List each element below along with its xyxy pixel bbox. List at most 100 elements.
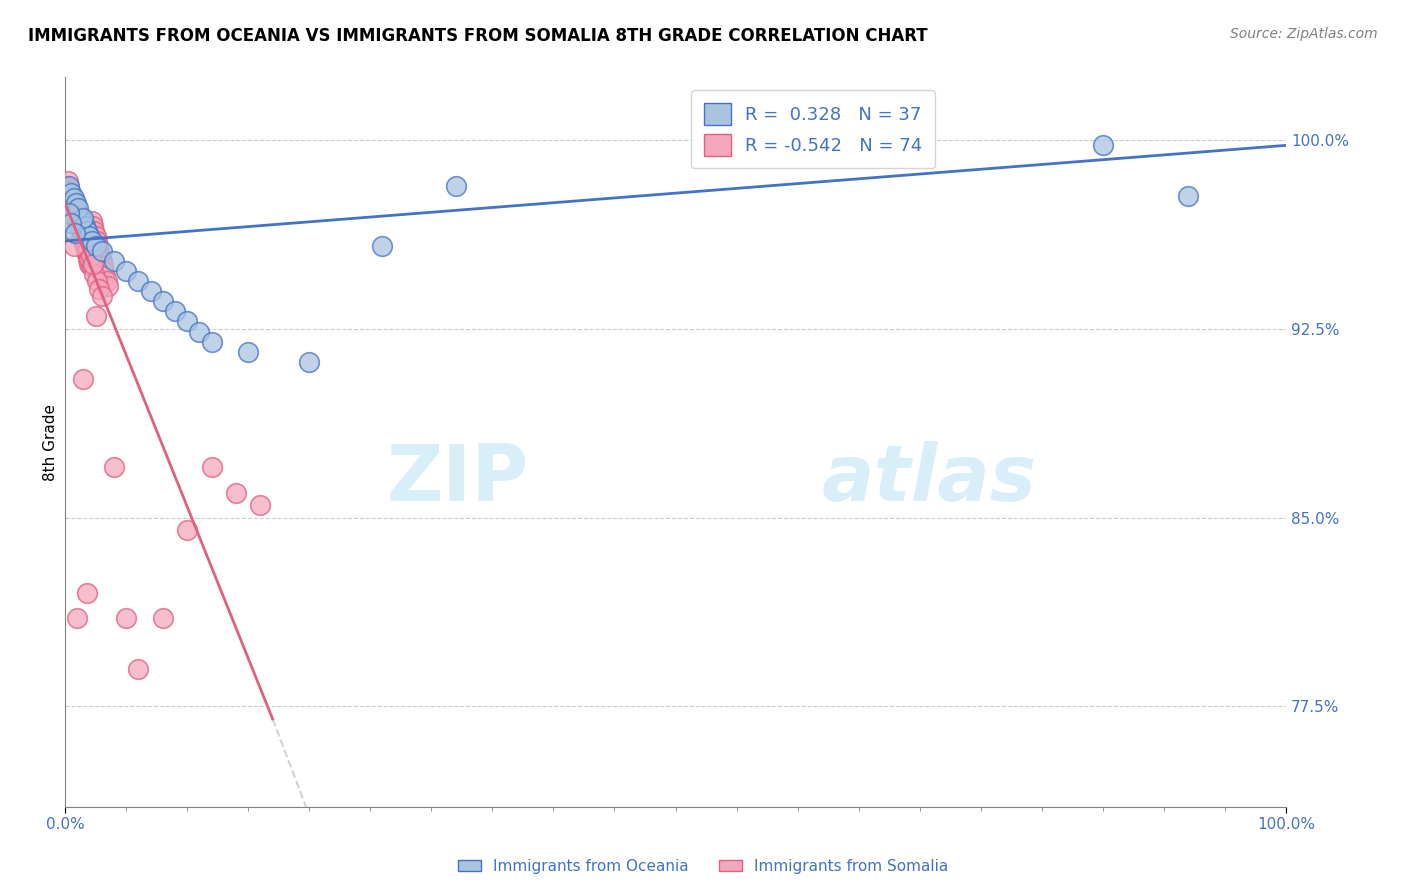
- Point: [58, 178, 80, 193]
- Point: [96, 274, 118, 288]
- Point: [72, 227, 94, 241]
- Point: [67, 219, 90, 233]
- Point: [67, 201, 90, 215]
- Point: [1091, 138, 1114, 153]
- Point: [60, 188, 83, 202]
- Point: [70, 228, 93, 243]
- Point: [62, 191, 84, 205]
- Point: [238, 344, 260, 359]
- Point: [60, 216, 83, 230]
- Point: [70, 227, 93, 241]
- Point: [73, 236, 96, 251]
- Point: [59, 191, 82, 205]
- Point: [188, 325, 211, 339]
- Point: [80, 214, 103, 228]
- Point: [80, 259, 103, 273]
- Point: [58, 181, 80, 195]
- Point: [75, 234, 97, 248]
- Point: [65, 209, 87, 223]
- Point: [72, 211, 94, 226]
- Point: [66, 214, 89, 228]
- Point: [176, 314, 198, 328]
- Point: [89, 244, 111, 258]
- Point: [89, 249, 111, 263]
- Point: [225, 485, 247, 500]
- Point: [139, 285, 162, 299]
- Point: [176, 523, 198, 537]
- Point: [63, 227, 86, 241]
- Point: [56, 178, 79, 193]
- Point: [60, 194, 83, 208]
- Point: [66, 611, 89, 625]
- Point: [70, 219, 93, 233]
- Point: [58, 206, 80, 220]
- Point: [72, 372, 94, 386]
- Point: [56, 184, 79, 198]
- Point: [66, 214, 89, 228]
- Point: [152, 611, 174, 625]
- Point: [249, 498, 271, 512]
- Point: [97, 279, 120, 293]
- Point: [69, 209, 91, 223]
- Point: [93, 264, 115, 278]
- Point: [103, 254, 125, 268]
- Point: [72, 234, 94, 248]
- Point: [115, 611, 138, 625]
- Point: [200, 460, 222, 475]
- Point: [79, 228, 101, 243]
- Point: [200, 334, 222, 349]
- Point: [62, 239, 84, 253]
- Point: [63, 199, 86, 213]
- Point: [84, 228, 107, 243]
- Point: [80, 259, 103, 273]
- Point: [127, 274, 149, 288]
- Point: [69, 221, 91, 235]
- Point: [60, 196, 83, 211]
- Text: atlas: atlas: [823, 441, 1038, 516]
- Point: [86, 234, 108, 248]
- Point: [80, 234, 103, 248]
- Point: [89, 282, 111, 296]
- Point: [67, 211, 90, 226]
- Point: [63, 206, 86, 220]
- Point: [115, 264, 138, 278]
- Point: [75, 244, 97, 258]
- Text: IMMIGRANTS FROM OCEANIA VS IMMIGRANTS FROM SOMALIA 8TH GRADE CORRELATION CHART: IMMIGRANTS FROM OCEANIA VS IMMIGRANTS FR…: [28, 27, 928, 45]
- Text: ZIP: ZIP: [387, 441, 529, 516]
- Point: [70, 231, 93, 245]
- Point: [60, 194, 83, 208]
- Point: [83, 224, 105, 238]
- Point: [76, 244, 98, 258]
- Legend: R =  0.328   N = 37, R = -0.542   N = 74: R = 0.328 N = 37, R = -0.542 N = 74: [690, 90, 935, 169]
- Point: [79, 257, 101, 271]
- Point: [90, 289, 112, 303]
- Point: [103, 460, 125, 475]
- Point: [152, 294, 174, 309]
- Point: [91, 259, 114, 273]
- Point: [65, 196, 87, 211]
- Point: [163, 304, 186, 318]
- Point: [94, 269, 117, 284]
- Point: [76, 246, 98, 260]
- Point: [76, 224, 98, 238]
- Point: [82, 219, 104, 233]
- Point: [86, 274, 108, 288]
- Point: [76, 586, 98, 600]
- Point: [87, 239, 110, 253]
- Point: [60, 199, 83, 213]
- Point: [66, 203, 89, 218]
- Point: [65, 203, 87, 218]
- Point: [77, 252, 100, 266]
- Legend: Immigrants from Oceania, Immigrants from Somalia: Immigrants from Oceania, Immigrants from…: [451, 853, 955, 880]
- Point: [83, 267, 105, 281]
- Point: [90, 254, 112, 268]
- Point: [58, 184, 80, 198]
- Point: [77, 242, 100, 256]
- Point: [371, 239, 394, 253]
- Point: [62, 196, 84, 211]
- Point: [59, 188, 82, 202]
- Point: [63, 206, 86, 220]
- Point: [82, 257, 104, 271]
- Point: [1177, 188, 1199, 202]
- Point: [84, 239, 107, 253]
